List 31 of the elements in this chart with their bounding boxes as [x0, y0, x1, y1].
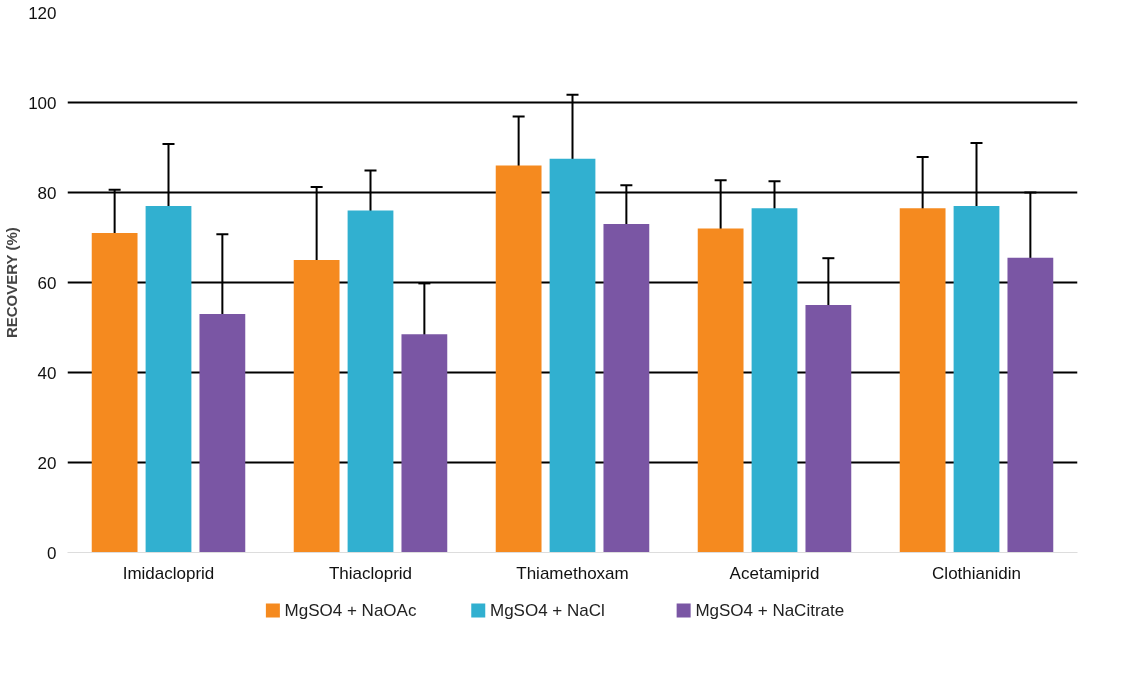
- bar: [495, 165, 542, 553]
- legend-label: MgSO4 + NaCl: [490, 601, 605, 620]
- bar: [1007, 257, 1054, 553]
- bar: [697, 228, 744, 553]
- bar: [347, 210, 394, 553]
- y-tick-label: 20: [37, 453, 57, 473]
- bar: [199, 314, 246, 553]
- bar: [751, 208, 798, 553]
- bar: [293, 260, 340, 553]
- bar: [603, 224, 650, 553]
- y-tick-label: 80: [37, 183, 57, 203]
- x-tick-label: Imidacloprid: [122, 563, 215, 583]
- legend-label: MgSO4 + NaCitrate: [695, 601, 845, 620]
- x-tick-label: Acetamiprid: [729, 563, 820, 583]
- bar: [91, 233, 138, 553]
- y-tick-label: 120: [28, 3, 57, 23]
- x-tick-label: Thiacloprid: [328, 563, 413, 583]
- y-tick-label: 100: [28, 93, 57, 113]
- bar: [899, 208, 946, 553]
- bar: [145, 206, 192, 553]
- bar: [401, 334, 448, 553]
- bar: [953, 206, 1000, 553]
- legend-label: MgSO4 + NaOAc: [284, 601, 417, 620]
- y-tick-label: 0: [47, 543, 57, 563]
- bar: [805, 305, 852, 553]
- y-tick-label: 60: [37, 273, 57, 293]
- y-tick-label: 40: [37, 363, 57, 383]
- x-tick-label: Clothianidin: [932, 563, 1021, 583]
- x-tick-label: Thiamethoxam: [516, 563, 629, 583]
- bar: [549, 158, 596, 553]
- y-axis-title: RECOVERY (%): [3, 227, 21, 339]
